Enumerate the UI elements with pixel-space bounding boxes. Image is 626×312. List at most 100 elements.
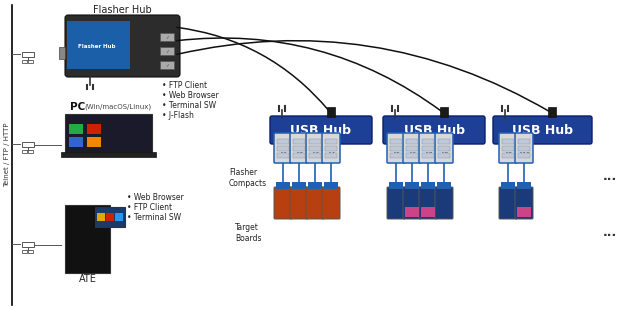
- Bar: [502, 139, 514, 144]
- FancyBboxPatch shape: [515, 187, 533, 219]
- Bar: [69, 137, 83, 147]
- Bar: [293, 139, 305, 144]
- Bar: [59, 47, 65, 59]
- FancyBboxPatch shape: [499, 133, 517, 163]
- Bar: [389, 182, 403, 189]
- Bar: [438, 153, 450, 158]
- Bar: [277, 153, 289, 158]
- FancyBboxPatch shape: [493, 116, 592, 144]
- Bar: [440, 107, 448, 117]
- Bar: [293, 146, 305, 151]
- Text: #3: #3: [310, 153, 320, 158]
- Text: ...: ...: [603, 227, 617, 240]
- Text: Flasher Hub: Flasher Hub: [93, 5, 152, 15]
- Bar: [325, 146, 337, 151]
- Bar: [325, 153, 337, 158]
- Text: PC: PC: [70, 102, 85, 112]
- Text: Flasher
Compacts: Flasher Compacts: [229, 168, 267, 188]
- Text: USB Hub: USB Hub: [290, 124, 352, 137]
- FancyBboxPatch shape: [274, 133, 292, 163]
- Bar: [160, 47, 174, 55]
- FancyBboxPatch shape: [65, 15, 180, 77]
- Text: #4: #4: [326, 153, 336, 158]
- Bar: [501, 182, 515, 189]
- Bar: [22, 52, 34, 57]
- Bar: [327, 107, 335, 117]
- Bar: [517, 182, 531, 189]
- Bar: [308, 182, 322, 189]
- Text: • Terminal SW: • Terminal SW: [127, 213, 181, 222]
- Text: Flasher Hub: Flasher Hub: [78, 43, 116, 48]
- Text: MCU
SPI: MCU SPI: [518, 227, 530, 238]
- Bar: [61, 152, 156, 157]
- Bar: [28, 60, 33, 63]
- Bar: [28, 250, 33, 253]
- FancyBboxPatch shape: [403, 187, 421, 219]
- Text: #1: #1: [279, 153, 287, 158]
- Bar: [67, 21, 130, 69]
- Bar: [95, 207, 125, 227]
- Text: MCU
SPI: MCU SPI: [423, 227, 434, 238]
- FancyBboxPatch shape: [435, 187, 453, 219]
- Text: ✓: ✓: [165, 35, 169, 40]
- Bar: [324, 182, 338, 189]
- Bar: [293, 153, 305, 158]
- FancyBboxPatch shape: [322, 133, 340, 163]
- Text: (Win/macOS/Linux): (Win/macOS/Linux): [84, 104, 151, 110]
- FancyBboxPatch shape: [435, 133, 453, 163]
- FancyBboxPatch shape: [387, 187, 405, 219]
- Bar: [22, 142, 34, 147]
- Text: ...: ...: [603, 169, 617, 183]
- Bar: [22, 242, 34, 247]
- Text: #6: #6: [408, 153, 416, 158]
- Bar: [422, 139, 434, 144]
- Text: USB Hub: USB Hub: [404, 124, 464, 137]
- Bar: [422, 153, 434, 158]
- Bar: [276, 182, 290, 189]
- Text: USB Hub: USB Hub: [512, 124, 573, 137]
- Text: #2: #2: [294, 153, 304, 158]
- Bar: [28, 150, 33, 153]
- Text: ✓: ✓: [165, 62, 169, 67]
- Bar: [421, 207, 435, 217]
- Bar: [106, 213, 114, 221]
- Bar: [502, 146, 514, 151]
- FancyBboxPatch shape: [387, 133, 405, 163]
- FancyBboxPatch shape: [419, 187, 437, 219]
- Bar: [406, 146, 418, 151]
- FancyBboxPatch shape: [403, 133, 421, 163]
- Bar: [405, 182, 419, 189]
- Bar: [115, 213, 123, 221]
- Bar: [160, 61, 174, 69]
- Bar: [292, 182, 306, 189]
- FancyBboxPatch shape: [419, 133, 437, 163]
- Text: Target
Boards: Target Boards: [235, 223, 261, 243]
- FancyBboxPatch shape: [274, 187, 292, 219]
- Bar: [22, 250, 27, 253]
- Text: ✓: ✓: [165, 48, 169, 53]
- Text: ATE: ATE: [78, 274, 96, 284]
- FancyBboxPatch shape: [383, 116, 485, 144]
- FancyBboxPatch shape: [515, 133, 533, 163]
- FancyBboxPatch shape: [270, 116, 372, 144]
- Bar: [502, 153, 514, 158]
- Bar: [87, 124, 101, 134]
- Bar: [438, 139, 450, 144]
- Bar: [69, 124, 83, 134]
- Text: • FTP Client: • FTP Client: [127, 203, 172, 212]
- Bar: [65, 205, 110, 273]
- Bar: [22, 60, 27, 63]
- Text: Telnet / FTP / HTTP: Telnet / FTP / HTTP: [4, 123, 10, 187]
- Bar: [421, 182, 435, 189]
- Bar: [309, 153, 321, 158]
- Text: • J-Flash: • J-Flash: [162, 111, 194, 120]
- Bar: [517, 207, 531, 217]
- Text: #10: #10: [518, 153, 530, 158]
- Bar: [87, 137, 101, 147]
- Text: MCU
SPI: MCU SPI: [406, 227, 418, 238]
- Bar: [438, 146, 450, 151]
- Bar: [518, 146, 530, 151]
- FancyBboxPatch shape: [290, 133, 308, 163]
- Bar: [548, 107, 556, 117]
- Text: #9: #9: [503, 153, 513, 158]
